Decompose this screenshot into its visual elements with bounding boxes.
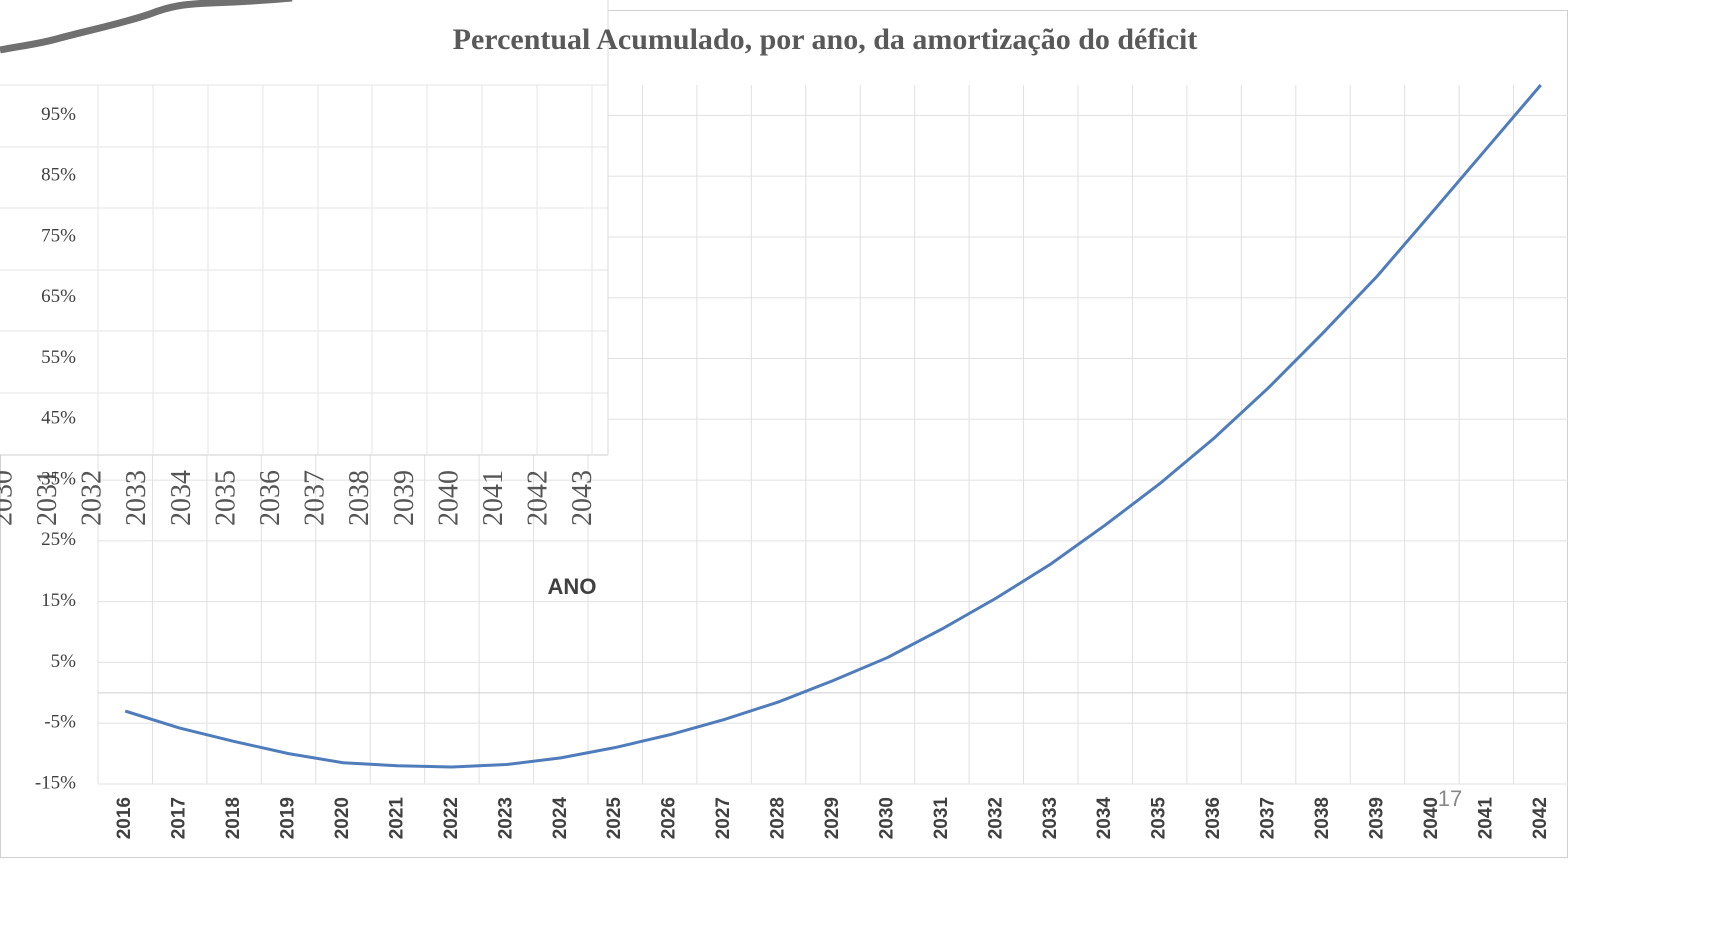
x-tick-label: 2020 [332, 797, 353, 839]
x-tick-label: 2034 [1094, 797, 1115, 840]
overlap-x-axis-title: ANO [548, 574, 597, 599]
x-tick-label: 2023 [495, 797, 516, 839]
overlapping-chart: ANO 2030 2031 2032 2033 2034 2035 2036 2037 2038… [0, 0, 609, 599]
x-tick-label: 2025 [604, 797, 625, 840]
overlap-x-tick-label: 2040 [433, 470, 464, 526]
overlap-x-tick-label: 2031 [32, 470, 63, 526]
x-tick-label: 2021 [386, 797, 407, 840]
y-tick-label: 45% [41, 408, 76, 429]
x-tick-label: 2026 [659, 797, 680, 839]
overlap-x-tick-label: 2037 [300, 470, 331, 526]
y-tick-label: 65% [41, 286, 76, 307]
x-tick-label: 2017 [169, 797, 190, 839]
x-tick-label: 2016 [114, 797, 135, 839]
x-tick-label: 2018 [223, 797, 244, 839]
y-tick-label: 25% [41, 529, 76, 550]
x-tick-label: 2040 [1421, 797, 1442, 839]
overlap-x-tick-label: 2030 [0, 470, 18, 526]
y-tick-label: 5% [51, 651, 77, 672]
y-tick-label: -5% [44, 712, 76, 733]
x-tick-label: 2033 [1040, 797, 1061, 839]
x-tick-label: 2019 [278, 797, 299, 839]
x-tick-label: 2028 [768, 797, 789, 839]
y-tick-label: 15% [41, 590, 76, 611]
y-tick-label: 75% [41, 225, 76, 246]
x-tick-label: 2036 [1203, 797, 1224, 839]
overlap-x-tick-label: 2043 [567, 470, 598, 526]
overlap-x-tick-label: 2032 [77, 470, 108, 526]
data-line [124, 84, 1542, 769]
overlap-x-tick-label: 2042 [523, 470, 554, 526]
x-tick-label: 2037 [1258, 797, 1279, 839]
x-tick-label: 2029 [822, 797, 843, 839]
x-tick-label: 2022 [441, 797, 462, 839]
x-tick-label: 2031 [931, 797, 952, 840]
overlap-x-tick-label: 2034 [166, 470, 197, 526]
x-tick-label: 2035 [1149, 797, 1170, 840]
overlap-x-tick-label: 2036 [255, 470, 286, 526]
overlap-x-tick-label: 2033 [121, 470, 152, 526]
y-tick-label: 35% [41, 468, 76, 489]
x-tick-label: 2024 [550, 797, 571, 840]
x-tick-label: 2041 [1475, 797, 1496, 840]
overlap-line [0, 0, 293, 54]
overlap-x-tick-label: 2038 [344, 470, 375, 526]
overlap-background [0, 0, 608, 455]
y-tick-label: 95% [41, 104, 76, 125]
chart-title: Percentual Acumulado, por ano, da amorti… [453, 23, 1198, 56]
overlap-x-tick-label: 2041 [478, 470, 509, 526]
y-tick-label: 85% [41, 165, 76, 186]
overlap-x-tick-label: 2035 [210, 470, 241, 526]
overlap-x-tick-label: 2039 [389, 470, 420, 526]
x-tick-label: 2032 [985, 797, 1006, 839]
overlap-grid [0, 0, 609, 456]
x-tick-label: 2039 [1366, 797, 1387, 839]
x-tick-label: 2030 [876, 797, 897, 839]
x-tick-label: 2027 [713, 797, 734, 839]
x-tick-label: 2042 [1530, 797, 1551, 839]
y-tick-label: -15% [35, 772, 76, 793]
page-number: 17 [1438, 786, 1462, 811]
y-tick-label: 55% [41, 347, 76, 368]
x-tick-label: 2038 [1312, 797, 1333, 839]
